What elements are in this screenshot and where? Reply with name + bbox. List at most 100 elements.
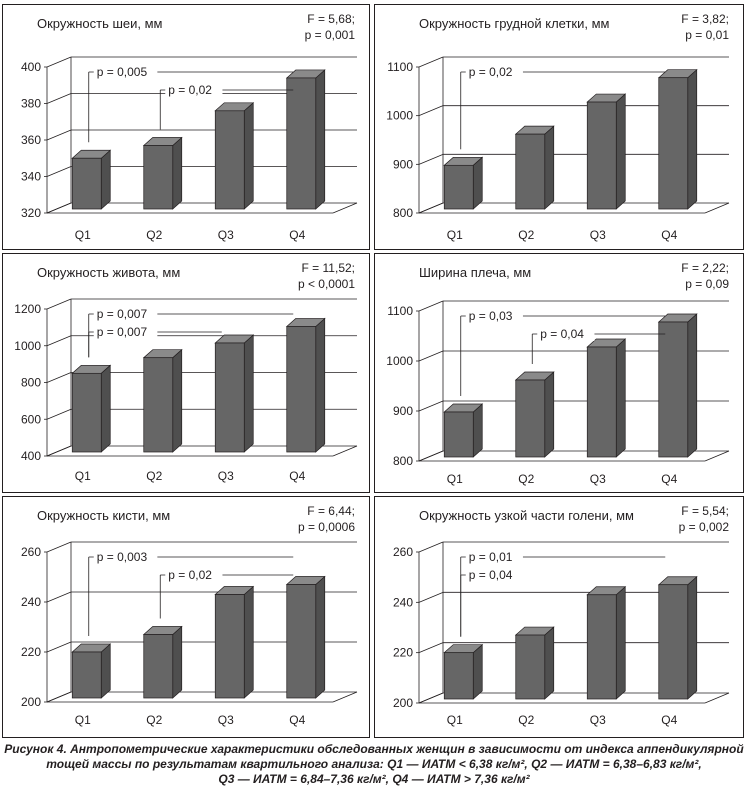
bracket-label-bg — [465, 308, 523, 323]
bar-q3 — [214, 334, 255, 453]
x-tick-label: Q1 — [75, 713, 91, 727]
bar-q1 — [443, 643, 484, 700]
bar-front — [71, 372, 102, 453]
stat-p: p = 0,01 — [685, 28, 729, 42]
x-tick-label: Q3 — [590, 713, 606, 727]
bracket-label-bg — [93, 549, 158, 564]
x-tick-label: Q4 — [289, 228, 305, 242]
chart-svg: 320 340 360 380 400 Q1 Q2 Q3 Q4 Окружность шеи, м… — [21, 12, 358, 242]
y-tick-label: 1000 — [386, 109, 413, 123]
bar-q4 — [657, 313, 698, 458]
bar-side — [315, 69, 326, 210]
x-tick-label: Q1 — [447, 228, 463, 242]
bar-front — [443, 652, 474, 700]
bar-front — [143, 145, 174, 210]
comparison-bracket: p = 0,003 — [88, 549, 294, 636]
bar-q1 — [71, 643, 112, 699]
bar-front — [286, 326, 317, 453]
bracket-label-bg — [537, 326, 595, 341]
bracket-label: p = 0,005 — [97, 65, 148, 79]
x-tick-label: Q2 — [518, 713, 534, 727]
bar-q4 — [657, 68, 698, 210]
axis-depth-right — [704, 202, 730, 214]
chart-svg: 800 900 1000 1100 Q1 Q2 Q3 Q4 Ширина плеча, мм F … — [386, 261, 729, 486]
bracket-label: p = 0,02 — [469, 65, 513, 79]
bar-q3 — [586, 93, 627, 210]
bar-q1 — [443, 403, 484, 458]
chart-panel-shoulder: 800 900 1000 1100 Q1 Q2 Q3 Q4 Ширина плеча, мм F … — [374, 253, 744, 493]
chart-title: Окружность кисти, мм — [37, 508, 170, 523]
stat-f: F = 5,54; — [681, 504, 729, 518]
y-tick-label: 1000 — [14, 339, 41, 353]
bar-front — [214, 594, 245, 699]
stat-p: p = 0,09 — [685, 277, 729, 291]
bar-q4 — [285, 317, 326, 453]
bar-side — [687, 575, 698, 700]
x-tick-label: Q1 — [447, 713, 463, 727]
y-tick-label: 800 — [21, 376, 41, 390]
x-tick-label: Q1 — [75, 469, 91, 483]
bar-side — [243, 102, 254, 210]
gridline-depth — [46, 591, 72, 603]
bar-q3 — [214, 585, 255, 699]
bar-front — [443, 411, 474, 458]
x-tick-label: Q3 — [218, 713, 234, 727]
y-tick-label: 240 — [393, 595, 413, 609]
y-tick-label: 800 — [393, 454, 413, 468]
x-tick-label: Q3 — [218, 469, 234, 483]
comparison-bracket: p = 0,02 — [460, 64, 666, 150]
bar-front — [515, 133, 546, 210]
bar-side — [615, 338, 626, 458]
y-tick-label: 600 — [21, 412, 41, 426]
bar-side — [172, 348, 183, 453]
bar-q2 — [514, 125, 555, 210]
bar-q4 — [657, 575, 698, 700]
stat-f: F = 5,68; — [307, 12, 355, 26]
gridline-depth — [46, 129, 72, 141]
bar-front — [71, 651, 102, 699]
comparison-bracket: p = 0,04 — [531, 326, 666, 364]
y-tick-label: 320 — [21, 206, 41, 220]
x-tick-label: Q3 — [218, 228, 234, 242]
bar-side — [315, 575, 326, 699]
y-tick-label: 800 — [393, 206, 413, 220]
chart-title: Окружность узкой части голени, мм — [419, 508, 634, 523]
stat-f: F = 3,82; — [681, 12, 729, 26]
y-tick-label: 220 — [393, 646, 413, 660]
x-tick-label: Q4 — [289, 469, 305, 483]
bar-side — [544, 371, 555, 458]
bar-q2 — [514, 626, 555, 700]
gridline-depth — [46, 408, 72, 420]
comparison-bracket: p = 0,005 — [88, 64, 294, 143]
chart-panel-waist: 400 600 800 1000 1200 Q1 Q2 Q3 Q4 Окружность живо… — [2, 253, 370, 493]
comparison-bracket: p = 0,03 — [460, 308, 666, 396]
gridline-depth — [46, 166, 72, 177]
y-tick-label: 260 — [21, 545, 41, 559]
stat-p: p = 0,0006 — [298, 520, 355, 534]
bar-side — [687, 313, 698, 458]
stat-f: F = 11,52; — [302, 261, 355, 275]
x-tick-label: Q4 — [661, 228, 677, 242]
y-tick-label: 900 — [393, 157, 413, 171]
bar-side — [243, 585, 254, 699]
bar-front — [214, 342, 245, 453]
chart-title: Окружность грудной клетки, мм — [419, 16, 610, 31]
bar-front — [71, 157, 102, 210]
bar-front — [658, 584, 689, 700]
comparison-bracket: p = 0,01 — [460, 549, 666, 637]
gridline-depth — [418, 202, 444, 214]
y-tick-label: 1200 — [14, 302, 41, 316]
bar-front — [658, 77, 689, 210]
gridline-depth — [46, 641, 72, 653]
chart-svg: 200 220 240 260 Q1 Q2 Q3 Q4 Окружность узкой час… — [393, 504, 729, 727]
gridline-depth — [418, 153, 444, 165]
bracket-label-bg — [93, 306, 158, 321]
gridline-depth — [46, 445, 72, 457]
bar-side — [544, 125, 555, 210]
bar-front — [658, 321, 689, 458]
bracket-label: p = 0,04 — [540, 327, 584, 341]
gridline-depth — [418, 591, 444, 603]
y-tick-label: 400 — [21, 60, 41, 74]
bar-q1 — [71, 149, 112, 210]
